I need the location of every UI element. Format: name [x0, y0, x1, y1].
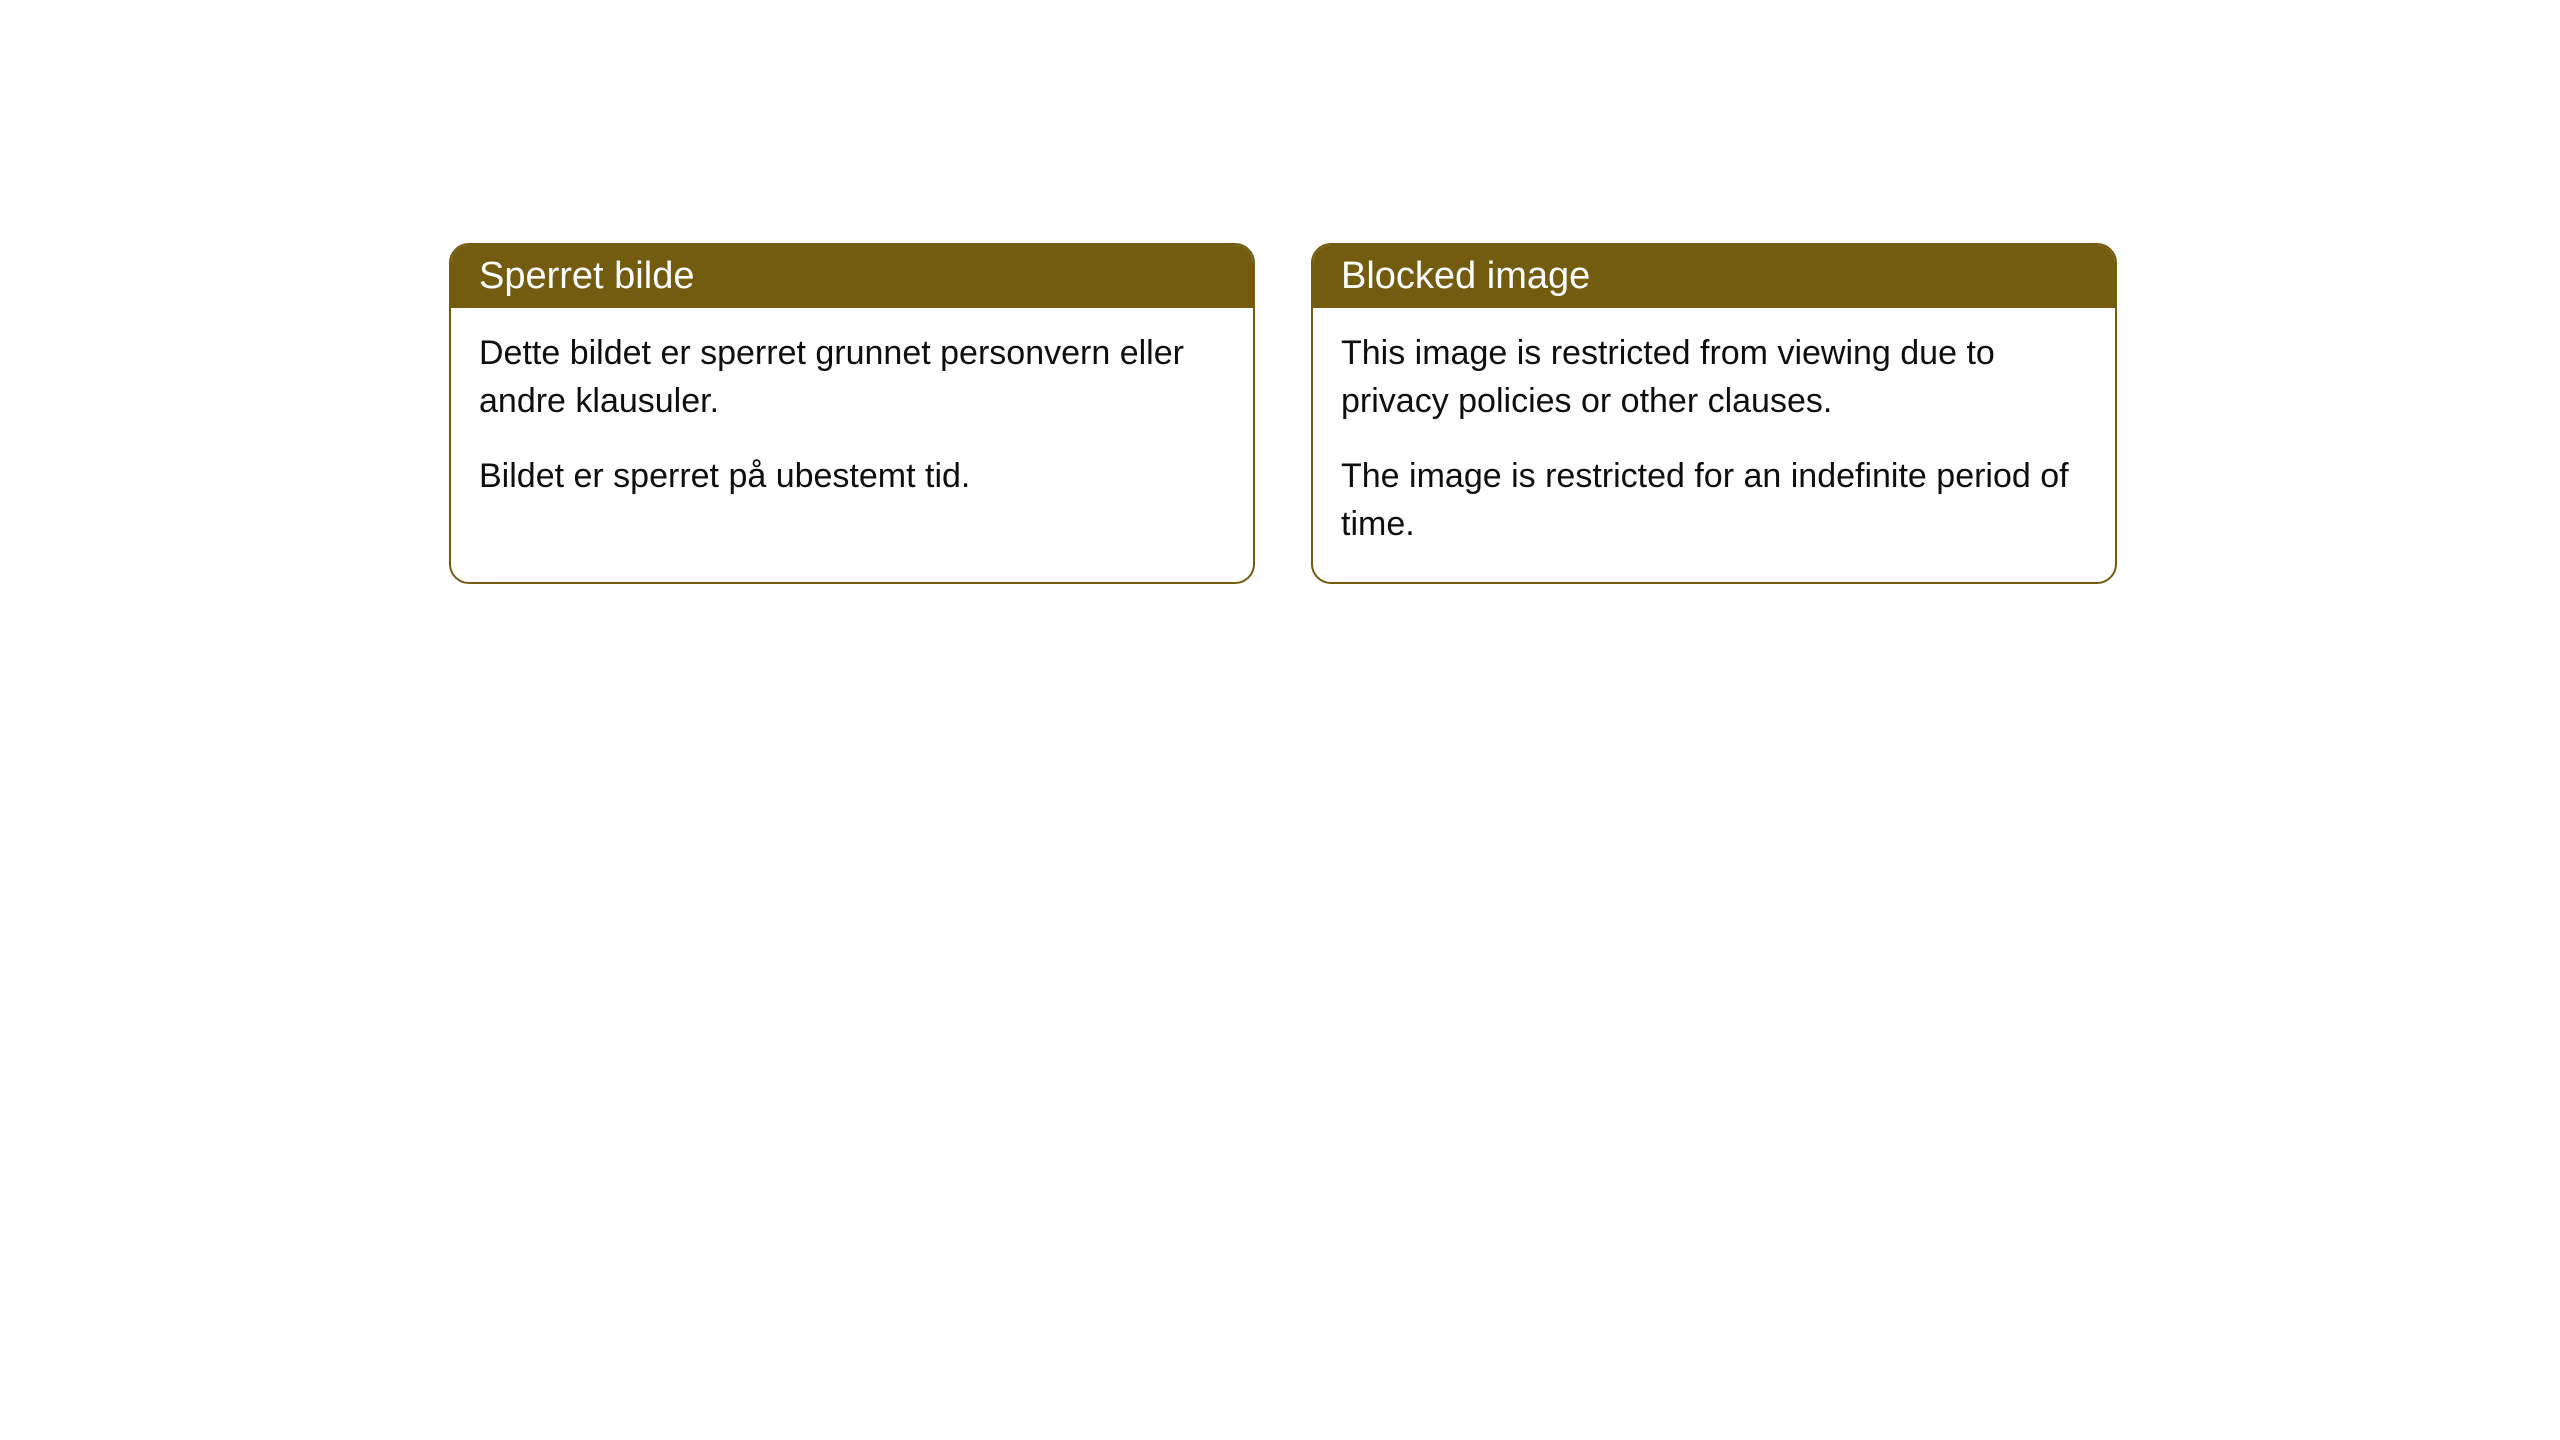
card-paragraph: This image is restricted from viewing du…	[1341, 330, 2087, 425]
card-header: Blocked image	[1313, 245, 2115, 308]
card-body: Dette bildet er sperret grunnet personve…	[451, 308, 1253, 535]
card-header: Sperret bilde	[451, 245, 1253, 308]
card-body: This image is restricted from viewing du…	[1313, 308, 2115, 582]
blocked-image-card-norwegian: Sperret bilde Dette bildet er sperret gr…	[449, 243, 1255, 584]
card-paragraph: Dette bildet er sperret grunnet personve…	[479, 330, 1225, 425]
card-title: Sperret bilde	[479, 255, 694, 297]
card-paragraph: The image is restricted for an indefinit…	[1341, 453, 2087, 548]
blocked-image-card-english: Blocked image This image is restricted f…	[1311, 243, 2117, 584]
cards-container: Sperret bilde Dette bildet er sperret gr…	[449, 243, 2117, 584]
card-title: Blocked image	[1341, 255, 1590, 297]
card-paragraph: Bildet er sperret på ubestemt tid.	[479, 453, 1225, 501]
